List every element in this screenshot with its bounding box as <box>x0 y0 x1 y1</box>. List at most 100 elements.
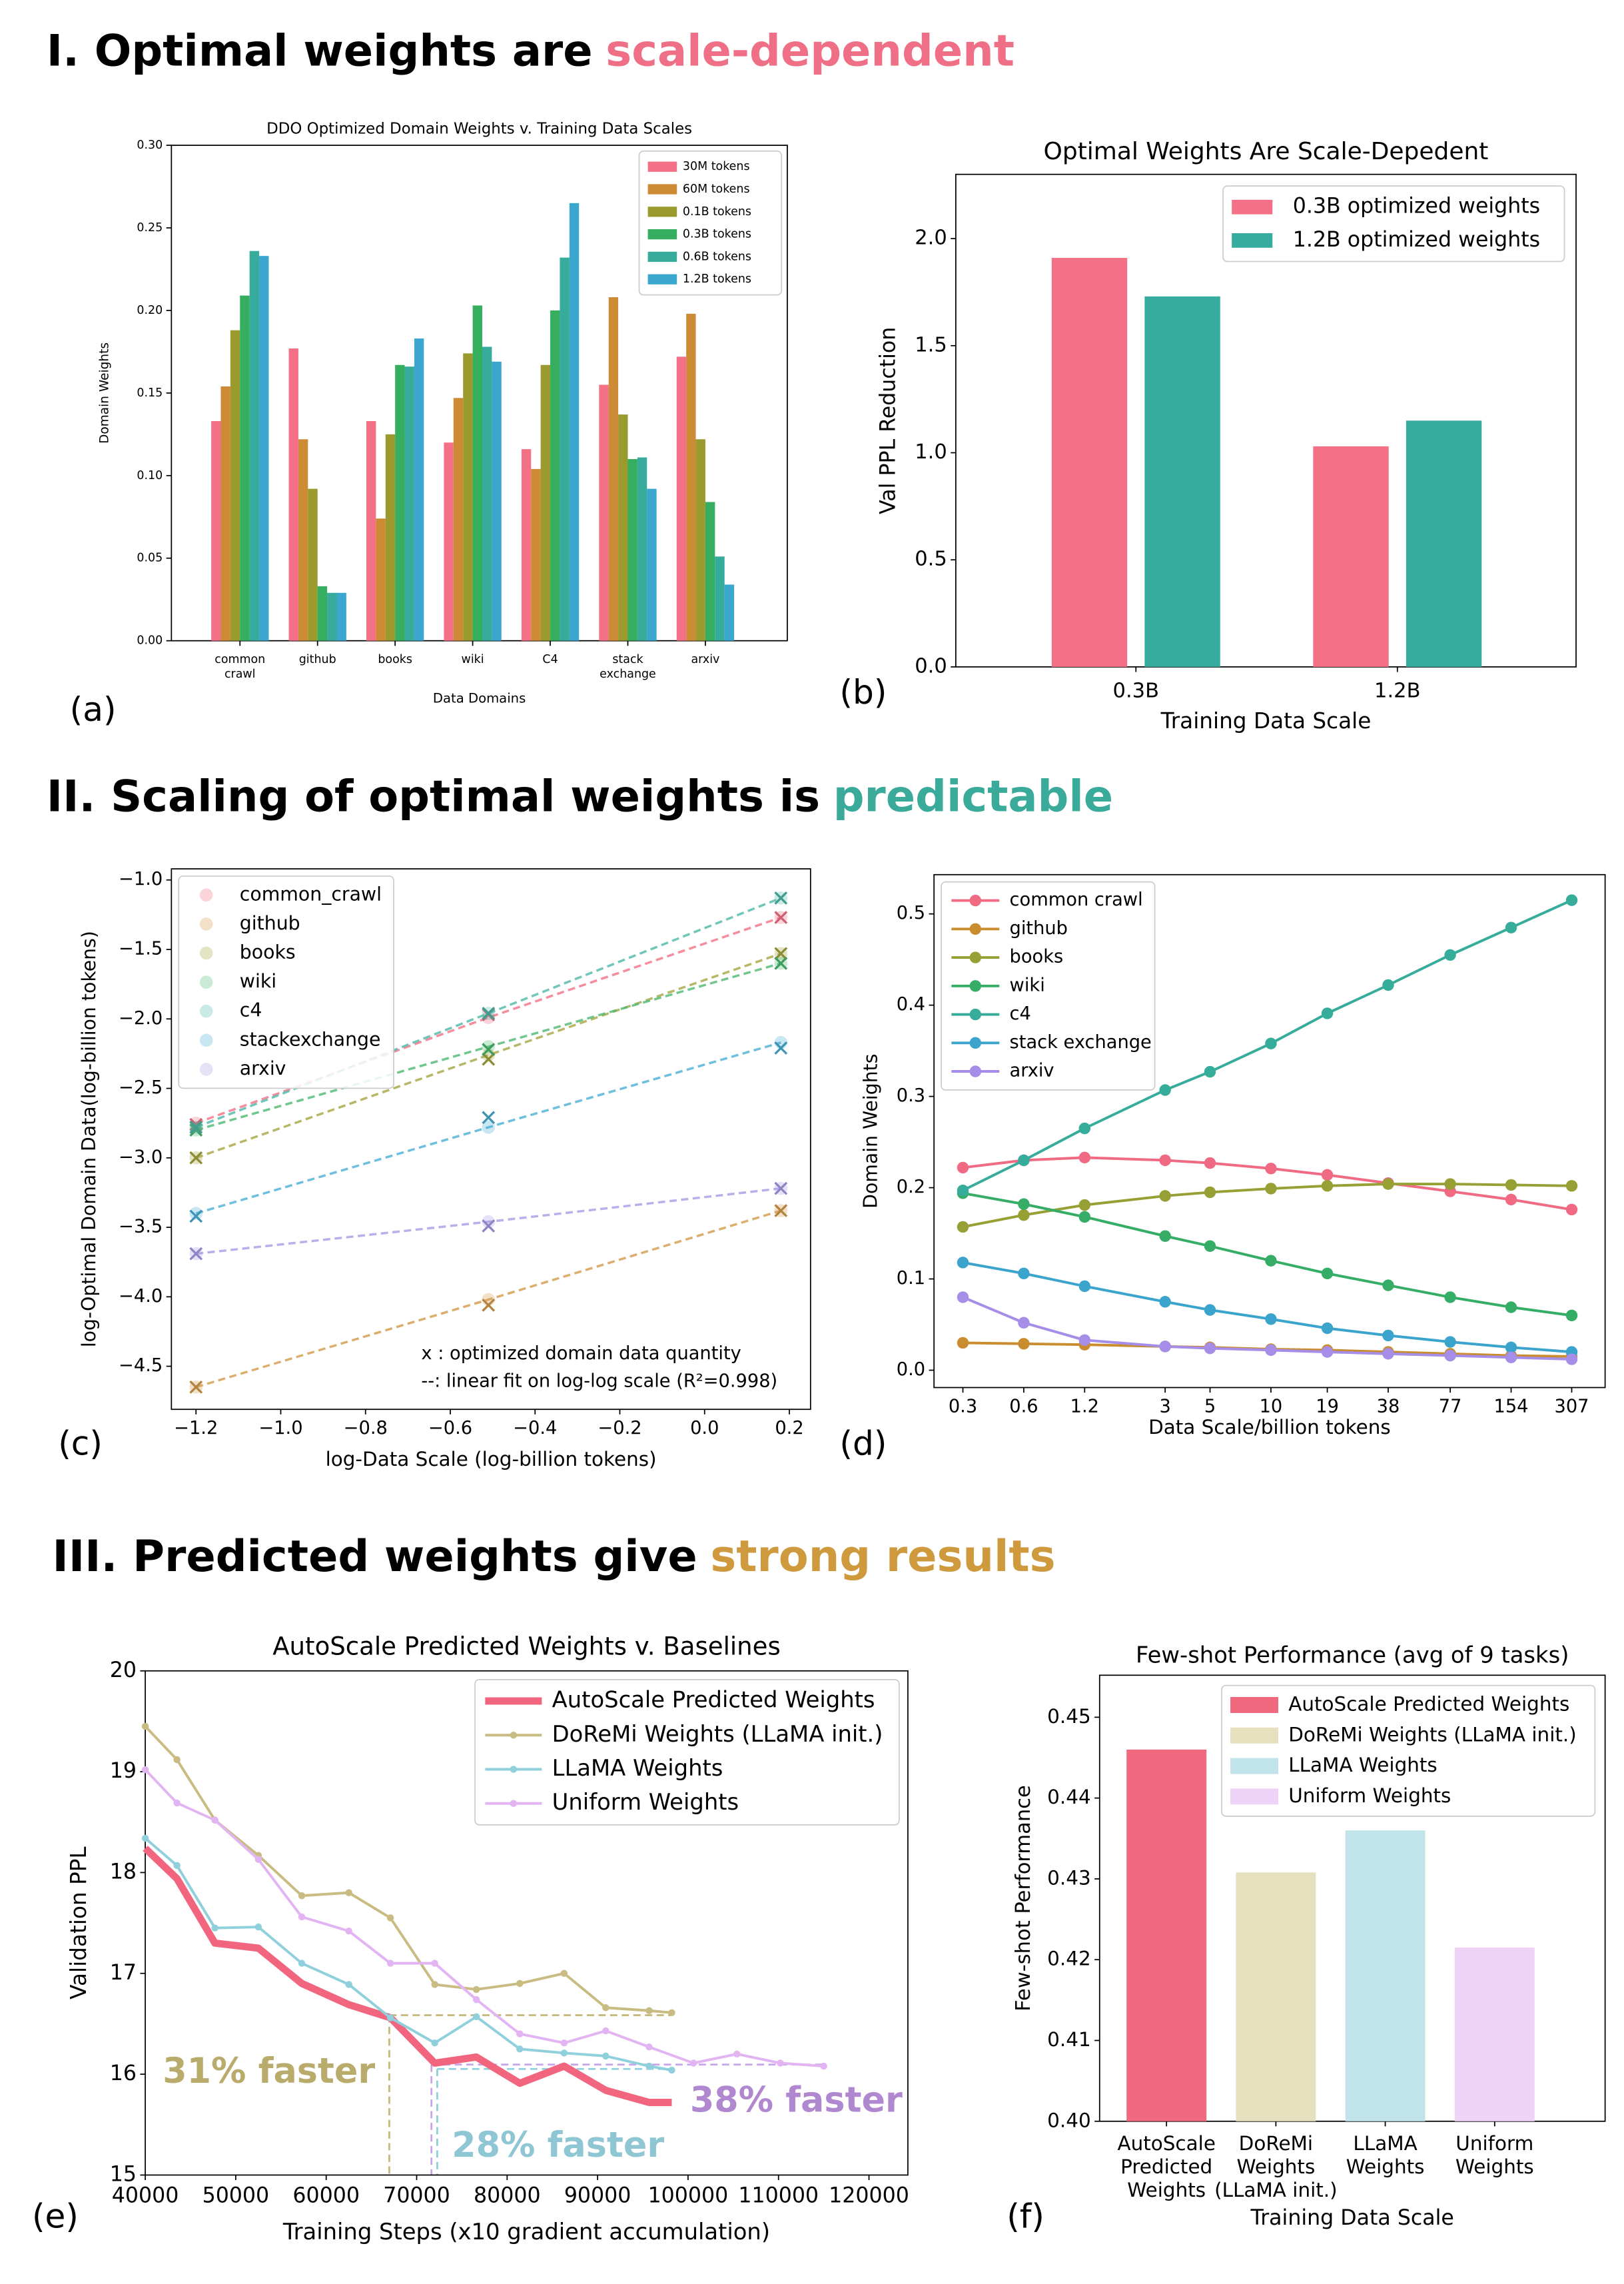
legend-label: github <box>1010 918 1068 939</box>
y-tick-label: 0.2 <box>897 1177 925 1197</box>
legend-marker <box>969 1065 982 1077</box>
legend-marker <box>969 894 982 907</box>
x-tick-label: 100000 <box>648 2184 729 2208</box>
x-tick-label: github <box>299 653 336 666</box>
point <box>1159 1296 1171 1308</box>
legend-marker <box>969 980 982 992</box>
x-tick-label: books <box>378 653 412 666</box>
point <box>1382 1348 1394 1360</box>
point <box>1018 1338 1030 1350</box>
x-tick-label: −0.4 <box>513 1418 557 1438</box>
legend-swatch <box>647 251 677 263</box>
point <box>602 2003 609 2011</box>
legend-label: LLaMA Weights <box>552 1755 723 1781</box>
chart-title: AutoScale Predicted Weights v. Baselines <box>272 1632 781 1660</box>
legend-label: c4 <box>240 999 262 1021</box>
point <box>1204 1186 1216 1199</box>
legend-marker <box>510 1766 518 1773</box>
legend-swatch <box>1230 1758 1278 1774</box>
y-axis-label: Domain Weights <box>98 342 112 444</box>
legend-marker <box>510 1732 518 1739</box>
heading-text: II. Scaling of optimal weights is <box>47 771 820 822</box>
point <box>957 1291 969 1303</box>
y-tick-label: −3.0 <box>119 1147 163 1167</box>
x-axis-label: Training Steps (x10 gradient accumulatio… <box>282 2219 770 2245</box>
y-tick-label: 19 <box>110 1759 137 1783</box>
point <box>1444 1336 1456 1348</box>
point <box>1565 1180 1578 1192</box>
fit-line <box>195 1041 781 1215</box>
x-tick-label: wiki <box>462 653 484 666</box>
legend-label: stack exchange <box>1010 1032 1152 1053</box>
legend-label: DoReMi Weights (LLaMA init.) <box>1288 1723 1577 1746</box>
bar <box>618 414 628 641</box>
bar <box>637 457 647 641</box>
x-tick-label: (LLaMA init.) <box>1214 2179 1338 2201</box>
point <box>1018 1267 1030 1280</box>
point <box>1078 1211 1091 1223</box>
x-tick-label: exchange <box>600 668 656 681</box>
bar <box>463 353 473 641</box>
point <box>777 2059 784 2067</box>
point <box>1382 1329 1394 1342</box>
x-tick-label: common <box>214 653 265 666</box>
annotation: 28% faster <box>452 2125 664 2165</box>
bar <box>492 361 502 641</box>
point <box>1018 1317 1030 1329</box>
x-tick-label: 90000 <box>564 2184 631 2208</box>
x-tick-label: 0.3B <box>1113 679 1159 702</box>
y-tick-label: 0.4 <box>897 994 925 1015</box>
x-axis-label: log-Data Scale (log-billion tokens) <box>326 1448 657 1470</box>
point <box>1444 1178 1456 1190</box>
bar <box>676 356 687 641</box>
point <box>1382 1279 1394 1291</box>
y-tick-label: 0.0 <box>915 654 947 678</box>
point <box>1265 1344 1277 1357</box>
point <box>957 1221 969 1233</box>
y-tick-label: −1.0 <box>119 869 163 889</box>
bar <box>1406 420 1482 667</box>
cross-marker <box>482 1111 496 1125</box>
heading-text: I. Optimal weights are <box>47 26 593 77</box>
point <box>1265 1255 1277 1267</box>
y-tick-label: 18 <box>110 1860 137 1884</box>
panel-label: (e) <box>32 2196 79 2235</box>
x-axis-label: Data Scale/billion tokens <box>1148 1416 1391 1438</box>
legend-label: 0.3B optimized weights <box>1293 195 1540 219</box>
x-tick-label: 1.2 <box>1070 1396 1099 1417</box>
legend-swatch <box>647 229 677 240</box>
bar <box>240 295 250 641</box>
point <box>1444 1349 1456 1362</box>
x-tick-label: 1.2B <box>1374 679 1420 702</box>
legend-swatch <box>647 207 677 217</box>
legend: 30M tokens 60M tokens 0.1B tokens 0.3B toke… <box>638 150 783 296</box>
legend-label: 1.2B optimized weights <box>1293 228 1540 252</box>
point <box>1078 1280 1091 1293</box>
y-tick-label: 0.30 <box>137 139 163 152</box>
bar <box>686 313 696 641</box>
cross-marker <box>189 1380 203 1394</box>
x-tick-label: 19 <box>1316 1396 1339 1417</box>
point <box>386 1914 394 1922</box>
point <box>472 2013 480 2021</box>
point <box>1159 1190 1171 1202</box>
legend-marker <box>969 951 982 963</box>
y-tick-label: 0.5 <box>897 903 925 923</box>
point <box>645 2043 653 2051</box>
point <box>1565 1203 1578 1216</box>
bar <box>560 257 570 641</box>
fit-line <box>195 962 781 1131</box>
point <box>957 1161 969 1174</box>
legend-box <box>474 1678 900 1826</box>
point <box>820 2062 827 2070</box>
bar <box>705 502 715 641</box>
section-heading: I. Optimal weights are scale-dependent <box>47 26 1015 77</box>
y-tick-label: −2.5 <box>119 1077 163 1098</box>
legend-marker <box>199 1004 213 1018</box>
legend-marker <box>199 888 213 902</box>
y-tick-label: 0.41 <box>1047 2028 1091 2051</box>
point <box>1159 1230 1171 1242</box>
annotation: 31% faster <box>163 2051 375 2091</box>
point <box>1444 949 1456 961</box>
x-tick-label: Weights <box>1346 2155 1425 2178</box>
